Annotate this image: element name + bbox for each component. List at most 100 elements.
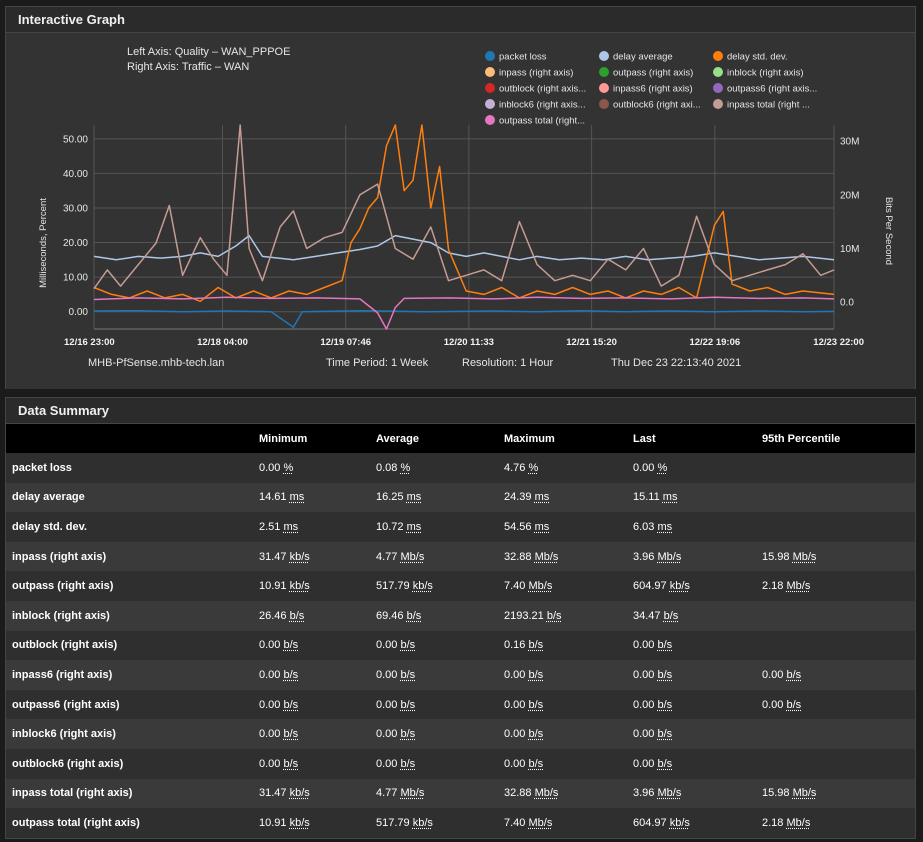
value-number: 31.47 <box>259 550 287 563</box>
legend-label: packet loss <box>499 52 547 63</box>
series-line-delay-std-dev <box>93 124 835 303</box>
value-unit: b/s <box>283 668 299 681</box>
legend-item[interactable]: packet loss <box>485 51 547 63</box>
value-cell <box>756 600 915 631</box>
value-number: 0.00 <box>762 668 784 681</box>
value-unit: Mb/s <box>792 787 817 800</box>
series-line-delay-average <box>93 234 835 261</box>
value-cell: 14.61 ms <box>253 482 370 513</box>
value-number: 2.18 <box>762 580 784 593</box>
right-axis-tick-label: 20M <box>840 190 859 201</box>
legend-label: inpass (right axis) <box>499 68 573 79</box>
table-row: inpass (right axis) 31.47 kb/s 4.77 Mb/s 32… <box>6 541 915 572</box>
legend-item[interactable]: inblock (right axis) <box>713 67 804 79</box>
value-cell: 0.00 b/s <box>253 630 370 661</box>
table-row: outpass (right axis) 10.91 kb/s 517.79 kb/… <box>6 571 915 601</box>
value-number: 0.00 <box>259 728 281 741</box>
value-cell: 3.96 Mb/s <box>627 541 756 572</box>
value-unit: % <box>657 461 668 474</box>
value-unit: b/s <box>657 757 673 770</box>
value-number: 2193.21 <box>504 609 544 622</box>
table-row: outblock (right axis) 0.00 b/s 0.00 b/s 0.1… <box>6 630 915 661</box>
value-number: 0.00 <box>633 728 655 741</box>
value-number: 15.98 <box>762 787 790 800</box>
legend-swatch <box>599 67 609 77</box>
value-cell: 4.77 Mb/s <box>370 778 498 809</box>
quality-traffic-chart[interactable]: Left Axis: Quality – WAN_PPPOE Right Axi… <box>6 33 915 389</box>
metric-name: outpass (right axis) <box>6 571 253 601</box>
value-number: 517.79 <box>376 580 410 593</box>
right-axis-tick-label: 10M <box>840 244 859 255</box>
value-unit: b/s <box>528 668 544 681</box>
metric-name: delay std. dev. <box>6 512 253 542</box>
value-unit: b/s <box>657 698 673 711</box>
value-number: 6.03 <box>633 520 655 533</box>
left-axis-tick-label: 40.00 <box>63 169 88 180</box>
legend-item[interactable]: outpass total (right... <box>485 115 585 127</box>
legend-item[interactable]: outpass (right axis) <box>599 67 693 79</box>
value-number: 4.77 <box>376 787 398 800</box>
value-cell: 0.00 b/s <box>253 719 370 749</box>
legend-item[interactable]: delay average <box>599 51 673 63</box>
value-unit: b/s <box>400 728 416 741</box>
value-cell: 7.40 Mb/s <box>498 808 627 838</box>
left-axis-label: Milliseconds, Percent <box>38 198 49 288</box>
series-line-packet-loss <box>93 309 835 329</box>
value-unit: b/s <box>657 668 673 681</box>
table-body: packet loss 0.00 % 0.08 % 4.76 % 0.00 % dela… <box>6 453 915 838</box>
value-number: 2.51 <box>259 520 281 533</box>
value-unit: b/s <box>283 698 299 711</box>
value-cell: 0.00 b/s <box>370 748 498 779</box>
value-cell: 0.00 b/s <box>253 660 370 690</box>
value-unit: ms <box>534 491 550 504</box>
value-unit: b/s <box>657 639 673 652</box>
metric-name: inblock6 (right axis) <box>6 719 253 749</box>
legend-swatch <box>485 115 495 125</box>
table-row: inpass6 (right axis) 0.00 b/s 0.00 b/s 0.00… <box>6 660 915 690</box>
table-row: outblock6 (right axis) 0.00 b/s 0.00 b/s 0.… <box>6 748 915 779</box>
value-unit: ms <box>406 491 422 504</box>
legend-swatch <box>485 67 495 77</box>
legend-label: delay average <box>613 52 673 63</box>
time-axis-tick-label: 12/16 23:00 <box>64 337 115 348</box>
legend-item[interactable]: outblock6 (right axi... <box>599 99 701 111</box>
table-row: delay std. dev. 2.51 ms 10.72 ms 54.56 ms 6.… <box>6 512 915 542</box>
value-unit: % <box>283 461 294 474</box>
value-cell <box>756 630 915 661</box>
value-unit: b/s <box>400 639 416 652</box>
legend-swatch <box>713 67 723 77</box>
legend-item[interactable]: outblock (right axis... <box>485 83 586 95</box>
metric-name: packet loss <box>6 453 253 483</box>
metric-name: outpass total (right axis) <box>6 808 253 838</box>
legend-item[interactable]: inpass total (right ... <box>713 99 810 111</box>
value-number: 0.00 <box>376 639 398 652</box>
value-cell: 2193.21 b/s <box>498 600 627 631</box>
legend-item[interactable]: inpass (right axis) <box>485 67 573 79</box>
value-number: 604.97 <box>633 580 667 593</box>
column-header: Maximum <box>498 424 627 453</box>
legend-item[interactable]: inblock6 (right axis... <box>485 99 586 111</box>
series-line-inpass-total-right-axis <box>93 124 835 290</box>
time-axis-tick-label: 12/21 15:20 <box>566 337 617 348</box>
legend-swatch <box>713 83 723 93</box>
value-number: 31.47 <box>259 787 287 800</box>
value-cell: 15.11 ms <box>627 482 756 513</box>
value-number: 3.96 <box>633 787 655 800</box>
legend-item[interactable]: delay std. dev. <box>713 51 788 63</box>
value-cell: 0.16 b/s <box>498 630 627 661</box>
graph-timestamp: Thu Dec 23 22:13:40 2021 <box>611 357 741 369</box>
value-number: 24.39 <box>504 491 532 504</box>
value-number: 7.40 <box>504 816 526 829</box>
value-cell: 15.98 Mb/s <box>756 541 915 572</box>
value-number: 517.79 <box>376 816 410 829</box>
value-number: 0.00 <box>259 639 281 652</box>
right-axis-label: Bits Per Second <box>883 197 894 265</box>
legend-item[interactable]: outpass6 (right axis... <box>713 83 817 95</box>
legend-item[interactable]: inpass6 (right axis) <box>599 83 693 95</box>
summary-panel-title: Data Summary <box>6 398 915 424</box>
value-unit: Mb/s <box>528 580 553 593</box>
left-axis-tick-label: 30.00 <box>63 203 88 214</box>
value-unit: Mb/s <box>400 550 425 563</box>
table-row: packet loss 0.00 % 0.08 % 4.76 % 0.00 % <box>6 453 915 483</box>
value-unit: b/s <box>289 609 305 622</box>
